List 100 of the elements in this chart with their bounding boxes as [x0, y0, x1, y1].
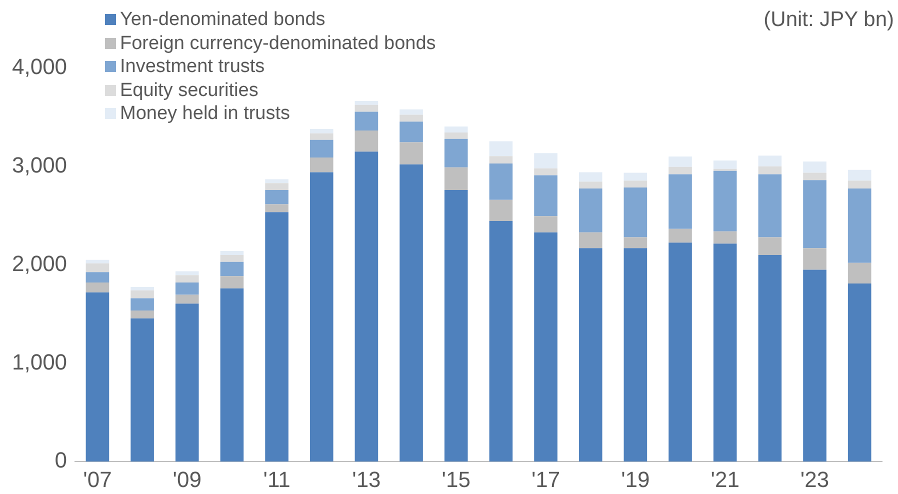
y-tick-label: 3,000 — [12, 152, 68, 178]
bar — [130, 298, 154, 311]
bar — [534, 153, 558, 168]
bar — [400, 142, 423, 164]
bar — [220, 251, 244, 255]
bar — [758, 237, 782, 255]
bar — [624, 248, 648, 462]
legend-label: Yen-denominated bonds — [120, 8, 326, 32]
bar — [130, 286, 154, 290]
bar — [175, 282, 199, 295]
text: (Unit: JPY bn) — [764, 8, 894, 32]
bar — [848, 262, 872, 284]
bar — [624, 172, 648, 181]
bar — [713, 160, 737, 169]
y-tick-label: 4,000 — [12, 54, 68, 80]
bar — [220, 254, 244, 262]
bar — [713, 244, 737, 462]
bar — [86, 263, 110, 272]
bar — [354, 112, 378, 130]
bar — [310, 133, 334, 140]
bar — [130, 310, 154, 318]
bar — [220, 262, 244, 276]
x-tick-label: '13 — [352, 466, 381, 492]
bar — [400, 164, 423, 462]
bar — [624, 180, 648, 188]
bar — [265, 183, 288, 190]
bar — [758, 254, 782, 462]
bar — [534, 232, 558, 462]
bar — [265, 204, 288, 212]
bar — [310, 129, 334, 134]
bar — [444, 138, 468, 168]
bar — [534, 216, 558, 232]
bar — [758, 156, 782, 166]
bar — [848, 283, 872, 462]
bar — [310, 158, 334, 172]
y-tick-label: 0 — [54, 448, 68, 473]
bar — [175, 275, 199, 283]
bar — [713, 231, 737, 244]
bar — [444, 126, 468, 132]
bar — [310, 172, 334, 462]
x-tick-label: '19 — [621, 466, 650, 492]
bar — [489, 141, 513, 156]
x-tick-label: '23 — [800, 466, 830, 492]
bar — [400, 114, 423, 122]
x-tick-label: '15 — [442, 466, 470, 492]
bar — [220, 288, 244, 462]
bar — [265, 190, 288, 204]
legend-label: Foreign currency-denominated bonds — [120, 32, 436, 55]
bar — [489, 163, 513, 200]
y-tick-label: 2,000 — [12, 250, 68, 276]
bar — [354, 104, 378, 112]
bar — [354, 100, 378, 105]
bar — [803, 248, 826, 270]
bar — [668, 228, 692, 243]
bar — [668, 242, 692, 462]
bar — [86, 272, 110, 283]
bar — [86, 260, 110, 264]
bar — [130, 318, 154, 462]
bar — [803, 172, 826, 180]
bar — [400, 122, 423, 142]
bar — [534, 168, 558, 176]
x-tick-label: '11 — [263, 466, 290, 492]
bar — [668, 166, 692, 174]
x-tick-label: '09 — [172, 466, 202, 492]
bar — [444, 132, 468, 139]
bar — [668, 156, 692, 167]
bar — [175, 294, 199, 304]
y-tick-label: 1,000 — [12, 349, 68, 374]
bar — [624, 237, 648, 248]
bar — [489, 156, 513, 164]
bar — [578, 248, 602, 462]
bar — [489, 221, 513, 462]
bar — [668, 174, 692, 229]
bar — [444, 167, 468, 190]
bar — [803, 161, 826, 173]
bar — [534, 175, 558, 216]
bar — [265, 179, 288, 184]
bar — [848, 170, 872, 181]
bar — [444, 190, 468, 462]
x-tick-label: '17 — [531, 466, 560, 492]
bar — [578, 182, 602, 189]
bar — [848, 180, 872, 189]
legend-label: Money held in trusts — [120, 102, 290, 126]
bar — [400, 109, 423, 115]
legend-label: Equity securities — [120, 78, 258, 102]
bar — [578, 172, 602, 182]
bar — [265, 212, 288, 462]
bar — [86, 282, 110, 292]
bar — [803, 180, 826, 248]
bar — [354, 152, 378, 462]
bar — [624, 188, 648, 238]
bar — [130, 290, 154, 298]
bar — [354, 130, 378, 152]
bar — [713, 170, 737, 232]
bar — [758, 166, 782, 174]
bar — [310, 140, 334, 158]
bar — [758, 174, 782, 238]
legend-label: Investment trusts — [120, 55, 265, 78]
bar — [86, 292, 110, 462]
bar — [848, 188, 872, 263]
